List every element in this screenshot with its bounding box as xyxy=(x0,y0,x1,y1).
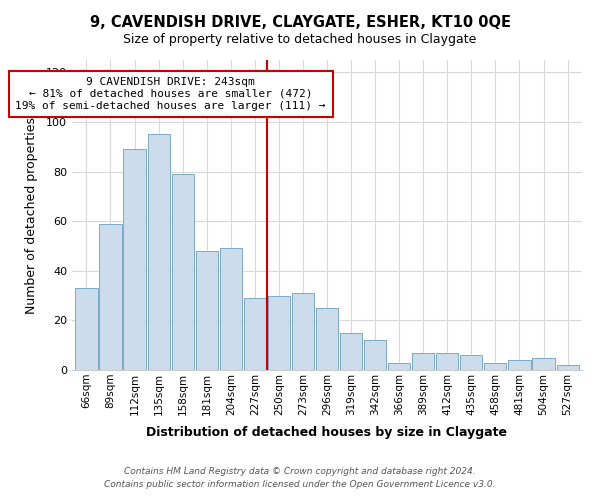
Text: Contains HM Land Registry data © Crown copyright and database right 2024.
Contai: Contains HM Land Registry data © Crown c… xyxy=(104,467,496,489)
Bar xyxy=(196,251,218,370)
Bar xyxy=(364,340,386,370)
Bar xyxy=(124,150,146,370)
Bar xyxy=(340,333,362,370)
X-axis label: Distribution of detached houses by size in Claygate: Distribution of detached houses by size … xyxy=(146,426,508,439)
Bar xyxy=(292,293,314,370)
Bar xyxy=(148,134,170,370)
Bar xyxy=(76,288,98,370)
Bar xyxy=(436,352,458,370)
Bar xyxy=(244,298,266,370)
Text: 9 CAVENDISH DRIVE: 243sqm
← 81% of detached houses are smaller (472)
19% of semi: 9 CAVENDISH DRIVE: 243sqm ← 81% of detac… xyxy=(16,78,326,110)
Bar xyxy=(484,362,506,370)
Bar xyxy=(388,362,410,370)
Text: Size of property relative to detached houses in Claygate: Size of property relative to detached ho… xyxy=(124,32,476,46)
Bar xyxy=(220,248,242,370)
Y-axis label: Number of detached properties: Number of detached properties xyxy=(25,116,38,314)
Text: 9, CAVENDISH DRIVE, CLAYGATE, ESHER, KT10 0QE: 9, CAVENDISH DRIVE, CLAYGATE, ESHER, KT1… xyxy=(89,15,511,30)
Bar xyxy=(100,224,122,370)
Bar xyxy=(508,360,530,370)
Bar xyxy=(532,358,554,370)
Bar xyxy=(412,352,434,370)
Bar xyxy=(268,296,290,370)
Bar xyxy=(172,174,194,370)
Bar xyxy=(557,365,578,370)
Bar xyxy=(460,355,482,370)
Bar xyxy=(316,308,338,370)
